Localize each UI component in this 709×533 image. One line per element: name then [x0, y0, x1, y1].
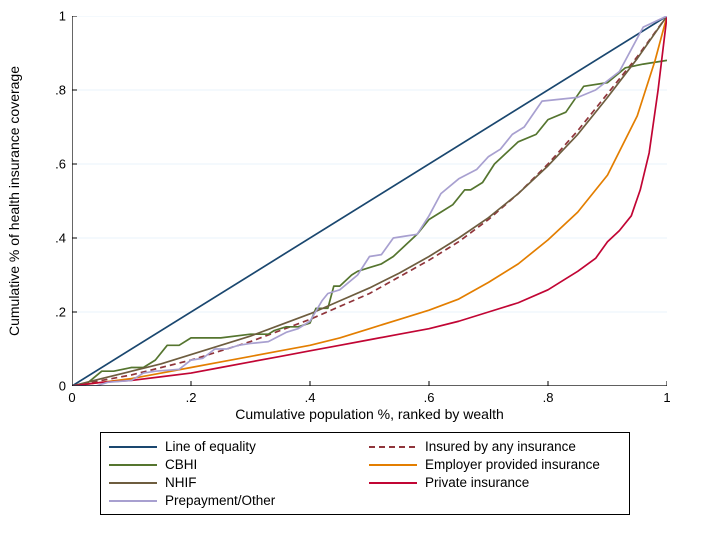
x-tick-label: .8 — [543, 390, 554, 405]
legend-item-employer: Employer provided insurance — [369, 457, 621, 472]
x-tick-label: 1 — [663, 390, 670, 405]
y-tick-label: .6 — [44, 157, 66, 172]
figure: Cumulative % of health insurance coverag… — [0, 0, 709, 533]
x-tick-label: .2 — [186, 390, 197, 405]
legend-item-private: Private insurance — [369, 475, 621, 490]
x-tick-label: 0 — [68, 390, 75, 405]
legend-swatch — [109, 440, 157, 454]
legend-item-any_insurance: Insured by any insurance — [369, 439, 621, 454]
series-equality — [72, 16, 667, 386]
legend-item-nhif: NHIF — [109, 475, 361, 490]
legend-item-cbhi: CBHI — [109, 457, 361, 472]
legend-label: Line of equality — [165, 439, 256, 454]
y-tick-label: .8 — [44, 83, 66, 98]
legend-swatch — [369, 476, 417, 490]
legend: Line of equality Insured by any insurance… — [100, 432, 630, 515]
series-cbhi — [72, 60, 667, 386]
y-tick-label: 0 — [44, 379, 66, 394]
legend-label: Private insurance — [425, 475, 529, 490]
x-tick-label: .6 — [424, 390, 435, 405]
legend-item-equality: Line of equality — [109, 439, 361, 454]
x-tick-label: .4 — [305, 390, 316, 405]
y-tick-label: .4 — [44, 231, 66, 246]
y-tick-label: .2 — [44, 305, 66, 320]
legend-label: CBHI — [165, 457, 197, 472]
legend-swatch — [109, 494, 157, 508]
legend-label: NHIF — [165, 475, 197, 490]
plot-area — [72, 16, 667, 386]
legend-label: Prepayment/Other — [165, 493, 275, 508]
y-tick-label: 1 — [44, 9, 66, 24]
y-axis-label: Cumulative % of health insurance coverag… — [6, 16, 22, 386]
legend-swatch — [109, 476, 157, 490]
legend-item-prepayment: Prepayment/Other — [109, 493, 361, 508]
legend-label: Employer provided insurance — [425, 457, 600, 472]
x-axis-label: Cumulative population %, ranked by wealt… — [72, 406, 667, 422]
legend-label: Insured by any insurance — [425, 439, 576, 454]
legend-swatch — [369, 440, 417, 454]
legend-swatch — [369, 458, 417, 472]
legend-swatch — [109, 458, 157, 472]
